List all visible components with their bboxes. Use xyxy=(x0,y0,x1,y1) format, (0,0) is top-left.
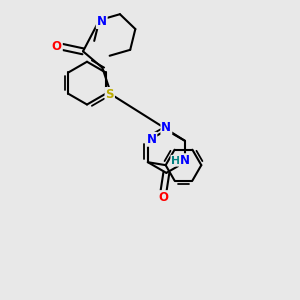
Text: N: N xyxy=(161,121,171,134)
Text: H: H xyxy=(171,156,181,166)
Text: N: N xyxy=(180,154,190,167)
Text: N: N xyxy=(146,133,156,146)
Text: O: O xyxy=(52,40,62,53)
Text: S: S xyxy=(106,88,114,101)
Text: O: O xyxy=(158,191,168,204)
Text: N: N xyxy=(97,15,107,28)
